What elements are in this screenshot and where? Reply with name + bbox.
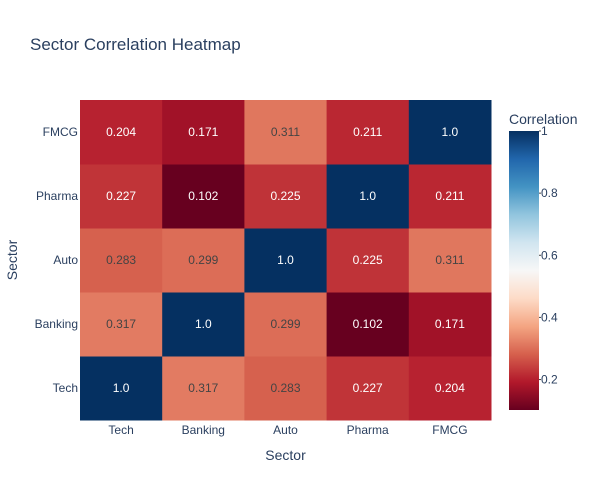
cell-value-label: 1.0 — [113, 381, 130, 395]
heatmap-cell — [80, 356, 163, 421]
colorbar-gradient — [509, 131, 539, 410]
cell-value-label: 1.0 — [442, 125, 459, 139]
x-tick-label: Banking — [182, 423, 225, 437]
cell-value-label: 0.311 — [271, 125, 300, 139]
heatmap-cell — [162, 100, 245, 165]
heatmap-cell — [326, 228, 410, 293]
y-tick-label: Tech — [53, 381, 78, 395]
heatmap-cell — [80, 292, 163, 357]
x-tick-label: Tech — [108, 423, 133, 437]
heatmap-cell — [80, 100, 163, 165]
heatmap-cell — [80, 164, 163, 229]
y-tick-label: Banking — [35, 317, 78, 331]
x-axis-ticks: Tech Banking Auto Pharma FMCG — [108, 423, 467, 437]
heatmap-cell — [162, 228, 245, 293]
x-tick-label: Pharma — [347, 423, 389, 437]
heatmap-cell — [408, 356, 492, 421]
colorbar-tick-label: 0.2 — [541, 373, 558, 387]
cell-value-label: 0.283 — [106, 253, 136, 267]
colorbar-tick-label: 0.6 — [541, 248, 558, 262]
heatmap-cell — [326, 356, 410, 421]
y-tick-label: FMCG — [43, 125, 78, 139]
cell-value-label: 0.299 — [270, 317, 300, 331]
colorbar-tick-label: 1 — [541, 124, 548, 138]
cell-value-label: 0.227 — [353, 381, 383, 395]
heatmap-cell — [326, 292, 410, 357]
cell-value-label: 0.171 — [188, 125, 218, 139]
y-tick-label: Auto — [53, 253, 78, 267]
cell-value-label: 0.317 — [106, 317, 136, 331]
heatmap-cell — [408, 164, 492, 229]
colorbar: Correlation 0.2 0.4 0.6 0.8 1 — [509, 111, 577, 410]
colorbar-ticks: 0.2 0.4 0.6 0.8 1 — [539, 124, 558, 387]
heatmap-cell — [162, 292, 245, 357]
cell-value-label: 0.102 — [188, 189, 218, 203]
y-axis-title: Sector — [4, 239, 20, 280]
heatmap-cell — [244, 100, 328, 165]
cell-value-label: 0.204 — [106, 125, 136, 139]
cell-value-label: 0.211 — [353, 125, 382, 139]
cell-value-label: 0.311 — [435, 253, 464, 267]
heatmap-cell — [326, 100, 410, 165]
cell-value-label: 0.317 — [188, 381, 218, 395]
chart-title: Sector Correlation Heatmap — [30, 35, 241, 54]
colorbar-tick-label: 0.8 — [541, 186, 558, 200]
heatmap-cell — [162, 356, 245, 421]
cell-value-label: 0.283 — [270, 381, 300, 395]
y-tick-label: Pharma — [36, 189, 78, 203]
colorbar-title: Correlation — [509, 111, 577, 127]
heatmap-cell-labels: 1.0 0.317 0.283 0.227 0.204 0.317 1.0 0.299 0.10… — [106, 125, 465, 395]
heatmap-cells — [80, 100, 492, 421]
heatmap-cell — [244, 228, 328, 293]
cell-value-label: 0.204 — [435, 381, 465, 395]
x-tick-label: Auto — [273, 423, 298, 437]
cell-value-label: 0.225 — [270, 189, 300, 203]
cell-value-label: 0.211 — [435, 189, 464, 203]
heatmap-cell — [162, 164, 245, 229]
cell-value-label: 1.0 — [195, 317, 212, 331]
x-tick-label: FMCG — [432, 423, 467, 437]
heatmap-cell — [408, 292, 492, 357]
cell-value-label: 0.171 — [435, 317, 465, 331]
heatmap-cell — [244, 292, 328, 357]
cell-value-label: 0.225 — [353, 253, 383, 267]
cell-value-label: 1.0 — [359, 189, 376, 203]
heatmap-cell — [408, 100, 492, 165]
heatmap-cell — [80, 228, 163, 293]
heatmap-cell — [244, 356, 328, 421]
heatmap-cell — [326, 164, 410, 229]
colorbar-tick-label: 0.4 — [541, 310, 558, 324]
cell-value-label: 1.0 — [277, 253, 294, 267]
cell-value-label: 0.299 — [188, 253, 218, 267]
cell-value-label: 0.227 — [106, 189, 136, 203]
heatmap-cell — [244, 164, 328, 229]
cell-value-label: 0.102 — [353, 317, 383, 331]
x-axis-title: Sector — [265, 447, 306, 463]
y-axis-ticks: Tech Banking Auto Pharma FMCG — [35, 125, 79, 395]
heatmap-cell — [408, 228, 492, 293]
